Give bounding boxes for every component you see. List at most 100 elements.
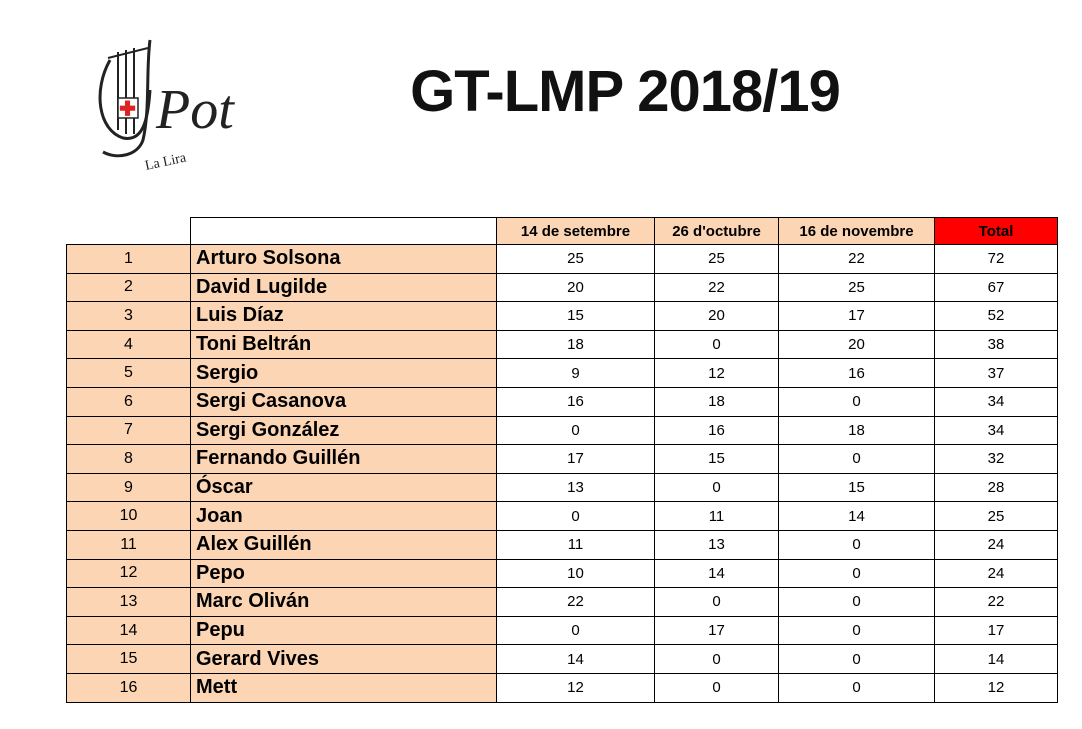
- name-cell: Gerard Vives: [190, 644, 497, 674]
- score-cell: 16: [778, 358, 935, 388]
- total-cell: 12: [934, 672, 1058, 703]
- score-cell: 0: [654, 472, 779, 503]
- score-cell: 12: [496, 672, 655, 703]
- score-cell: 17: [654, 615, 779, 646]
- rank-cell: 8: [66, 444, 191, 474]
- score-cell: 0: [778, 615, 935, 646]
- table-body: 1 Arturo Solsona 25 25 22 72 2 David Lugilde 20 2…: [66, 244, 1058, 703]
- name-cell: Joan: [190, 501, 497, 531]
- total-cell: 22: [934, 587, 1058, 617]
- score-cell: 14: [778, 501, 935, 531]
- score-cell: 14: [496, 644, 655, 674]
- score-cell: 0: [778, 644, 935, 674]
- score-cell: 20: [778, 329, 935, 360]
- score-cell: 25: [654, 244, 779, 274]
- table-row: 11 Alex Guillén 11 13 0 24: [66, 529, 1058, 560]
- name-cell: Sergi González: [190, 415, 497, 446]
- name-cell: Toni Beltrán: [190, 329, 497, 360]
- score-cell: 17: [496, 444, 655, 474]
- total-cell: 38: [934, 329, 1058, 360]
- table-row: 10 Joan 0 11 14 25: [66, 501, 1058, 531]
- score-cell: 0: [496, 501, 655, 531]
- score-cell: 0: [778, 529, 935, 560]
- rank-cell: 6: [66, 386, 191, 417]
- score-cell: 16: [654, 415, 779, 446]
- score-cell: 0: [778, 558, 935, 589]
- table-row: 14 Pepu 0 17 0 17: [66, 615, 1058, 646]
- score-cell: 17: [778, 301, 935, 331]
- total-cell: 17: [934, 615, 1058, 646]
- rank-cell: 10: [66, 501, 191, 531]
- table-row: 13 Marc Oliván 22 0 0 22: [66, 587, 1058, 617]
- score-cell: 18: [496, 329, 655, 360]
- score-cell: 0: [654, 329, 779, 360]
- score-cell: 15: [778, 472, 935, 503]
- score-cell: 12: [654, 358, 779, 388]
- rank-cell: 5: [66, 358, 191, 388]
- score-cell: 20: [496, 272, 655, 303]
- rank-cell: 12: [66, 558, 191, 589]
- score-cell: 0: [654, 644, 779, 674]
- score-cell: 0: [654, 587, 779, 617]
- score-cell: 0: [778, 444, 935, 474]
- total-cell: 24: [934, 558, 1058, 589]
- total-cell: 34: [934, 415, 1058, 446]
- table-row: 15 Gerard Vives 14 0 0 14: [66, 644, 1058, 674]
- rank-cell: 14: [66, 615, 191, 646]
- total-cell: 24: [934, 529, 1058, 560]
- rank-cell: 3: [66, 301, 191, 331]
- score-cell: 15: [496, 301, 655, 331]
- name-cell: Pepu: [190, 615, 497, 646]
- name-cell: Fernando Guillén: [190, 444, 497, 474]
- total-cell: 32: [934, 444, 1058, 474]
- score-cell: 0: [654, 672, 779, 703]
- rank-cell: 2: [66, 272, 191, 303]
- name-cell: Alex Guillén: [190, 529, 497, 560]
- table-row: 5 Sergio 9 12 16 37: [66, 358, 1058, 388]
- date-header: 14 de setembre: [496, 217, 655, 245]
- name-cell: Mett: [190, 672, 497, 703]
- total-cell: 67: [934, 272, 1058, 303]
- table-row: 12 Pepo 10 14 0 24: [66, 558, 1058, 589]
- total-cell: 28: [934, 472, 1058, 503]
- score-cell: 0: [496, 615, 655, 646]
- score-cell: 0: [496, 415, 655, 446]
- score-cell: 10: [496, 558, 655, 589]
- score-cell: 14: [654, 558, 779, 589]
- score-cell: 15: [654, 444, 779, 474]
- rank-cell: 13: [66, 587, 191, 617]
- name-cell: Óscar: [190, 472, 497, 503]
- total-cell: 14: [934, 644, 1058, 674]
- name-cell: Pepo: [190, 558, 497, 589]
- score-cell: 0: [778, 587, 935, 617]
- total-header: Total: [934, 217, 1058, 245]
- score-cell: 13: [496, 472, 655, 503]
- score-cell: 20: [654, 301, 779, 331]
- rank-cell: 9: [66, 472, 191, 503]
- score-cell: 22: [778, 244, 935, 274]
- score-cell: 22: [496, 587, 655, 617]
- standings-table: 14 de setembre 26 d'octubre 16 de novembre…: [66, 217, 1058, 703]
- score-cell: 16: [496, 386, 655, 417]
- table-row: 7 Sergi González 0 16 18 34: [66, 415, 1058, 446]
- score-cell: 11: [654, 501, 779, 531]
- score-cell: 25: [496, 244, 655, 274]
- logo-word: Pot: [155, 79, 235, 141]
- name-cell: Marc Oliván: [190, 587, 497, 617]
- rank-cell: 7: [66, 415, 191, 446]
- score-cell: 0: [778, 672, 935, 703]
- name-cell: Sergio: [190, 358, 497, 388]
- total-cell: 34: [934, 386, 1058, 417]
- rank-cell: 15: [66, 644, 191, 674]
- rank-cell: 11: [66, 529, 191, 560]
- table-row: 4 Toni Beltrán 18 0 20 38: [66, 329, 1058, 360]
- blank-cell: [67, 218, 191, 245]
- date-header: 16 de novembre: [778, 217, 935, 245]
- score-cell: 9: [496, 358, 655, 388]
- total-cell: 25: [934, 501, 1058, 531]
- rank-cell: 1: [66, 244, 191, 274]
- total-cell: 72: [934, 244, 1058, 274]
- table-row: 2 David Lugilde 20 22 25 67: [66, 272, 1058, 303]
- name-cell: Arturo Solsona: [190, 244, 497, 274]
